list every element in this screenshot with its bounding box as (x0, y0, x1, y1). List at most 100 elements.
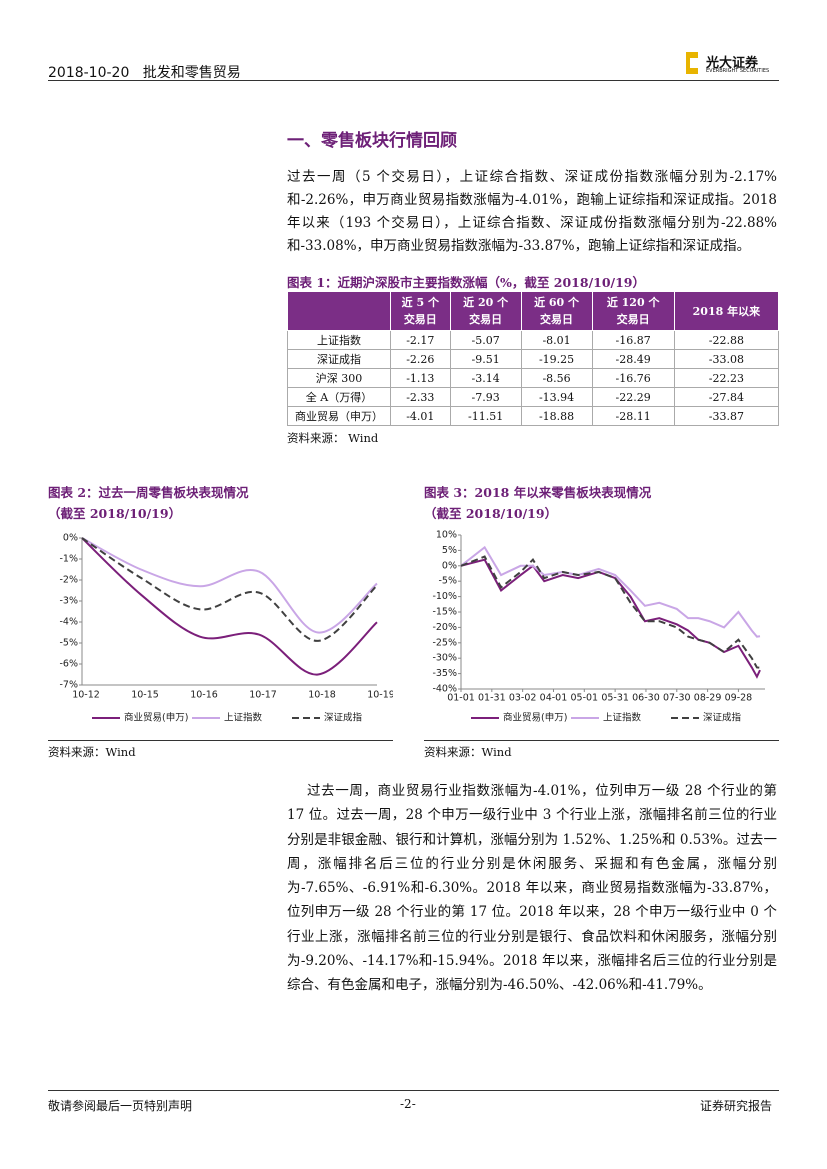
value-cell: -22.88 (673, 330, 780, 350)
value-cell: -33.08 (673, 349, 780, 369)
row-label: 上证指数 (287, 330, 391, 350)
value-cell: -7.93 (449, 387, 522, 407)
header-text: 交易日 (469, 313, 503, 326)
x-tick-label: 08-29 (694, 693, 722, 704)
header: 2018-10-20 批发和零售贸易 (48, 62, 241, 82)
y-tick-label: -7% (60, 680, 79, 691)
header-cell: 2018 年以来 (673, 291, 780, 331)
chart-source: 资料来源：Wind (48, 745, 136, 759)
x-tick-label: 03-02 (509, 693, 537, 704)
y-tick-label: -3% (60, 596, 79, 607)
rule (424, 740, 779, 741)
rule (48, 740, 393, 741)
y-tick-label: 0% (63, 533, 78, 544)
x-tick-label: 10-17 (249, 690, 277, 701)
value-cell: -3.14 (449, 368, 522, 388)
x-tick-label: 07-30 (663, 693, 691, 704)
table-row: 全 A（万得） -2.33 -7.93 -13.94 -22.29 -27.84 (287, 387, 780, 407)
legend-label: 深证成指 (324, 712, 363, 724)
value-cell: -11.51 (449, 406, 522, 426)
header-text: 2018 年以来 (692, 304, 761, 318)
x-tick-label: 06-30 (632, 693, 660, 704)
y-tick-label: -6% (60, 659, 79, 670)
paragraph: 过去一周，商业贸易行业指数涨幅为-4.01%，位列申万一级 28 个行业的第 1… (287, 783, 777, 994)
value-cell: -8.56 (520, 368, 593, 388)
x-tick-label: 10-18 (308, 690, 336, 701)
header-cell: 近 5 个交易日 (390, 291, 451, 331)
row-label: 全 A（万得） (287, 387, 391, 407)
footer-right: 证券研究报告 (700, 1099, 773, 1113)
header-rule (48, 80, 779, 81)
header-date: 2018-10-20 (48, 65, 130, 81)
header-text: 近 60 个 (534, 296, 580, 309)
value-cell: -9.51 (449, 349, 522, 369)
value-cell: -1.13 (390, 368, 451, 388)
header-text: 交易日 (540, 313, 574, 326)
value-cell: -28.49 (591, 349, 675, 369)
header-cell: 近 60 个交易日 (520, 291, 593, 331)
series-line (81, 537, 378, 676)
row-label: 深证成指 (287, 349, 391, 369)
paragraph: 过去一周（5 个交易日），上证综合指数、深证成份指数涨幅分别为-2.17%和-2… (287, 169, 777, 254)
value-cell: -28.11 (591, 406, 675, 426)
logo-en: EVERBRIGHT SECURITIES (706, 68, 770, 74)
legend-label: 商业贸易(申万) (503, 712, 567, 724)
chart-source: 资料来源：Wind (424, 745, 512, 759)
table-row: 沪深 300 -1.13 -3.14 -8.56 -16.76 -22.23 (287, 368, 780, 388)
series-line (460, 558, 761, 679)
value-cell: -8.01 (520, 330, 593, 350)
table: 近 5 个交易日近 20 个交易日近 60 个交易日近 120 个交易日 2018… (287, 291, 780, 426)
section-title: 一、零售板块行情回顾 (287, 131, 457, 151)
chart: 0% -1% -2% -3% -4% -5% -6% -7%10-12 10-15 10-16 10… (60, 533, 394, 724)
value-cell: -13.94 (520, 387, 593, 407)
series-line (81, 537, 378, 634)
y-tick-label: -5% (60, 638, 79, 649)
chart: 10%5%0%-5%-10%-15%-20%-25%-30%-35%-40%01… (432, 530, 765, 724)
value-cell: -2.33 (390, 387, 451, 407)
legend-label: 上证指数 (224, 712, 263, 724)
header-text: 近 120 个 (606, 296, 660, 309)
table-row: 深证成指 -2.26 -9.51 -19.25 -28.49 -33.08 (287, 349, 780, 369)
y-tick-label: -20% (432, 622, 457, 633)
header-cell: 近 20 个交易日 (449, 291, 522, 331)
y-tick-label: -35% (432, 668, 457, 679)
y-tick-label: 10% (436, 530, 457, 541)
table-source: 资料来源： Wind (287, 431, 379, 445)
y-tick-label: -5% (439, 576, 458, 587)
value-cell: -18.88 (520, 406, 593, 426)
chart-title-line: （截至 2018/10/19） (48, 506, 182, 521)
value-cell: -2.17 (390, 330, 451, 350)
x-tick-label: 10-15 (131, 690, 159, 701)
table-header: 近 5 个交易日近 20 个交易日近 60 个交易日近 120 个交易日 2018… (287, 291, 780, 331)
header-cell (287, 291, 391, 331)
value-cell: -27.84 (673, 387, 780, 407)
header-title: 批发和零售贸易 (142, 65, 241, 81)
footer-left: 敬请参阅最后一页特别声明 (48, 1099, 193, 1113)
x-tick-label: 01-31 (478, 693, 506, 704)
header-text: 近 5 个 (401, 296, 439, 309)
value-cell: -16.76 (591, 368, 675, 388)
row-label: 商业贸易（申万） (287, 406, 391, 426)
y-tick-label: 0% (442, 560, 457, 571)
x-tick-label: 09-28 (725, 693, 753, 704)
value-cell: -16.87 (591, 330, 675, 350)
y-tick-label: -4% (60, 617, 79, 628)
header-cell: 近 120 个交易日 (591, 291, 675, 331)
y-tick-label: -25% (432, 637, 457, 648)
logo: 光大证券 EVERBRIGHT SECURITIES (684, 52, 769, 78)
series-line (460, 545, 761, 638)
legend-label: 上证指数 (603, 712, 642, 724)
y-tick-label: -2% (60, 575, 79, 586)
y-tick-label: -10% (432, 591, 457, 602)
row-label: 沪深 300 (287, 368, 391, 388)
header-text: 交易日 (403, 313, 437, 326)
value-cell: -19.25 (520, 349, 593, 369)
legend-label: 深证成指 (703, 712, 742, 724)
y-tick-label: 5% (442, 545, 457, 556)
footer-rule (48, 1090, 779, 1091)
series-line (81, 537, 378, 642)
x-tick-label: 10-12 (72, 690, 100, 701)
value-cell: -5.07 (449, 330, 522, 350)
y-tick-label: -15% (432, 607, 457, 618)
